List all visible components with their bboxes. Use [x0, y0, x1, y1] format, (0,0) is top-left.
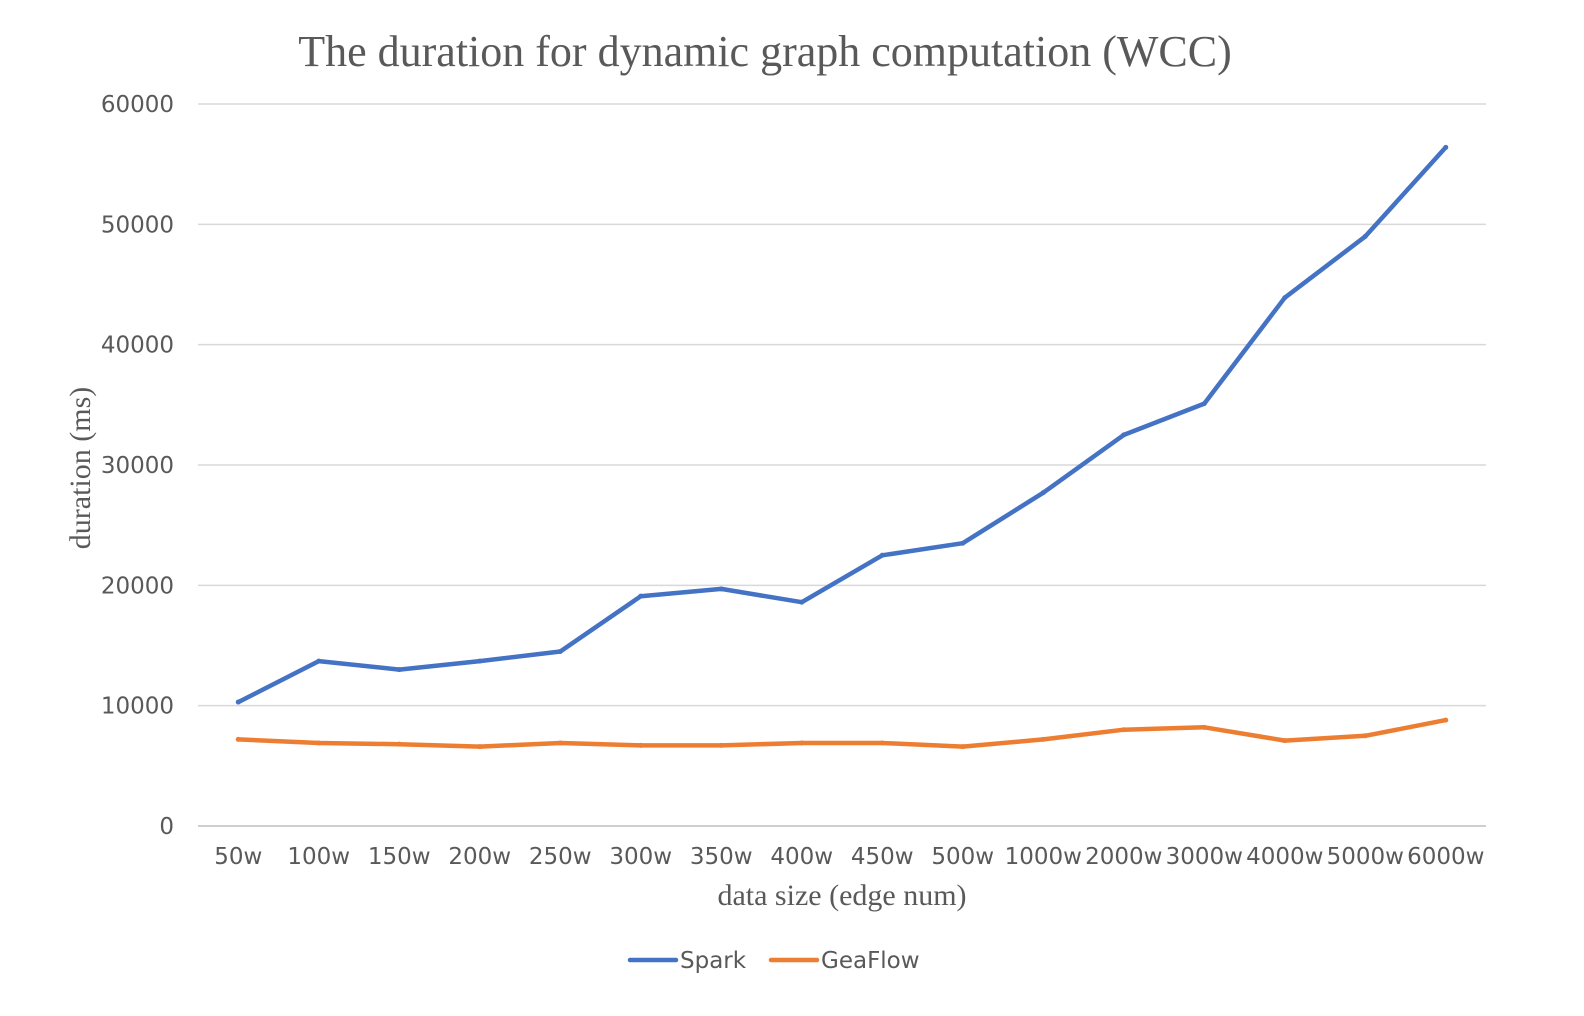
y-axis-tick-labels: 0 10000 20000 30000 40000 50000 60000	[101, 92, 174, 840]
data-point-geaflow	[235, 736, 241, 742]
y-axis-title: duration (ms)	[64, 387, 97, 549]
data-point-geaflow	[799, 740, 805, 746]
data-point-spark	[799, 599, 805, 605]
x-axis-tick-labels: 50w 100w 150w 200w 250w 300w 350w 400w 450w 500w 1…	[214, 844, 1484, 870]
data-point-geaflow	[960, 744, 966, 750]
data-point-geaflow	[879, 740, 885, 746]
data-point-geaflow	[1362, 733, 1368, 739]
x-tick-label: 5000w	[1327, 844, 1404, 870]
data-point-spark	[1362, 233, 1368, 239]
data-point-geaflow	[1282, 738, 1288, 744]
data-point-spark	[1443, 144, 1449, 150]
legend: Spark GeaFlow	[627, 948, 920, 974]
data-point-spark	[477, 658, 483, 664]
series-line-spark	[236, 145, 1449, 705]
gridlines	[198, 103, 1486, 827]
x-tick-label: 150w	[368, 844, 431, 870]
legend-label-spark: Spark	[680, 948, 747, 974]
x-tick-label: 50w	[214, 844, 262, 870]
data-point-geaflow	[477, 744, 483, 750]
data-point-geaflow	[1201, 724, 1207, 730]
x-tick-label: 6000w	[1407, 844, 1484, 870]
x-tick-label: 3000w	[1166, 844, 1243, 870]
data-point-geaflow	[1443, 717, 1449, 723]
legend-label-geaflow: GeaFlow	[821, 948, 920, 974]
data-point-spark	[316, 658, 322, 664]
x-tick-label: 4000w	[1246, 844, 1323, 870]
x-tick-label: 350w	[690, 844, 753, 870]
data-point-geaflow	[638, 742, 644, 748]
data-point-geaflow	[396, 741, 402, 747]
x-tick-label: 300w	[609, 844, 672, 870]
y-tick-label: 20000	[101, 573, 174, 599]
data-point-geaflow	[1040, 736, 1046, 742]
x-tick-label: 250w	[529, 844, 592, 870]
series-line-geaflow	[236, 717, 1449, 749]
x-tick-label: 450w	[851, 844, 914, 870]
chart-title: The duration for dynamic graph computati…	[298, 27, 1232, 76]
y-tick-label: 10000	[101, 694, 174, 720]
data-point-spark	[879, 552, 885, 558]
data-point-spark	[1201, 401, 1207, 407]
data-point-geaflow	[1121, 727, 1127, 733]
y-tick-label: 50000	[101, 212, 174, 238]
x-axis-title: data size (edge num)	[717, 879, 966, 912]
data-point-spark	[557, 649, 563, 655]
data-point-spark	[1040, 490, 1046, 496]
data-point-geaflow	[316, 740, 322, 746]
data-point-spark	[638, 593, 644, 599]
y-tick-label: 60000	[101, 92, 174, 118]
data-point-geaflow	[718, 742, 724, 748]
data-point-geaflow	[557, 740, 563, 746]
data-point-spark	[1121, 432, 1127, 438]
y-tick-label: 40000	[101, 333, 174, 359]
x-tick-label: 100w	[287, 844, 350, 870]
data-point-spark	[396, 667, 402, 673]
x-tick-label: 200w	[448, 844, 511, 870]
y-tick-label: 0	[159, 814, 174, 840]
x-tick-label: 400w	[770, 844, 833, 870]
data-point-spark	[235, 699, 241, 705]
x-tick-label: 2000w	[1085, 844, 1162, 870]
x-tick-label: 1000w	[1005, 844, 1082, 870]
data-point-spark	[718, 586, 724, 592]
data-point-spark	[960, 540, 966, 546]
series-lines	[235, 144, 1449, 750]
y-tick-label: 30000	[101, 453, 174, 479]
data-point-spark	[1282, 295, 1288, 301]
x-tick-label: 500w	[931, 844, 994, 870]
